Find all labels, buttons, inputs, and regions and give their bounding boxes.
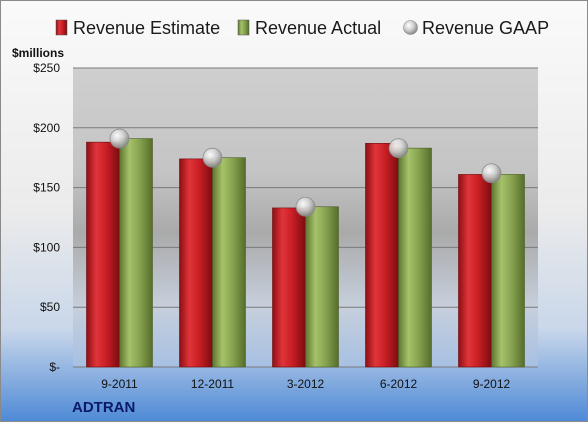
bar-revenue-estimate [365, 143, 399, 368]
y-tick-label: $- [49, 360, 60, 374]
legend-swatch [403, 20, 418, 35]
legend-swatch [237, 19, 250, 36]
x-tick-label: 9-2011 [101, 377, 138, 391]
marker-revenue-gaap [388, 138, 409, 159]
x-tick-label: 6-2012 [380, 377, 418, 391]
gaap-markers [109, 128, 502, 217]
marker-revenue-gaap [295, 196, 316, 217]
legend-label: Revenue Estimate [73, 18, 220, 38]
y-tick-label: $200 [33, 121, 60, 135]
y-axis-ticks: $- $50 $100 $150 $200 $250 [33, 61, 60, 374]
marker-revenue-gaap [109, 128, 130, 149]
legend-label: Revenue GAAP [422, 18, 549, 38]
bar-revenue-actual [119, 138, 153, 368]
y-tick-label: $50 [40, 300, 60, 314]
bar-revenue-actual [305, 206, 339, 368]
x-tick-label: 3-2012 [287, 377, 325, 391]
legend-swatch [55, 19, 68, 36]
marker-revenue-gaap [202, 147, 223, 168]
bar-revenue-estimate [458, 174, 492, 368]
bars [86, 138, 525, 368]
x-tick-label: 9-2012 [473, 377, 511, 391]
bar-revenue-estimate [86, 141, 120, 368]
bar-revenue-estimate [272, 207, 306, 368]
company-name: ADTRAN [72, 399, 135, 416]
bar-revenue-estimate [179, 158, 213, 368]
bar-revenue-actual [491, 174, 525, 368]
y-tick-label: $250 [33, 61, 60, 75]
x-tick-label: 12-2011 [191, 377, 234, 391]
y-unit-label: $millions [12, 46, 64, 60]
bar-revenue-actual [212, 157, 246, 368]
y-tick-label: $150 [33, 181, 60, 195]
legend-label: Revenue Actual [255, 18, 381, 38]
x-axis-ticks: 9-2011 12-2011 3-2012 6-2012 9-2012 [101, 377, 510, 391]
y-tick-label: $100 [33, 240, 60, 254]
bar-revenue-actual [398, 147, 432, 368]
marker-revenue-gaap [481, 163, 502, 184]
legend: Revenue Estimate Revenue Actual Revenue GA… [55, 18, 549, 38]
